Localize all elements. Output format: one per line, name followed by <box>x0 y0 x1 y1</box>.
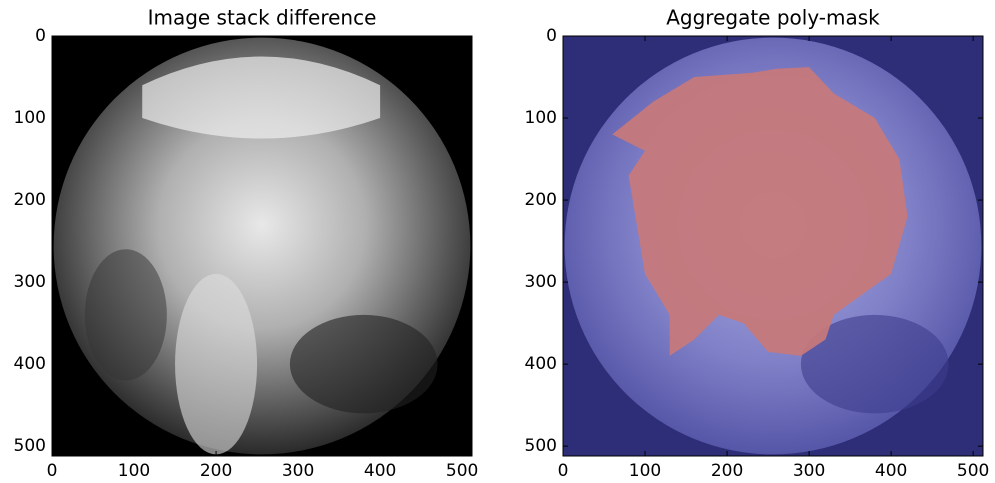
x-tick-label: 200 <box>200 461 232 481</box>
y-tick-label: 500 <box>14 436 46 456</box>
y-tick-label: 300 <box>14 272 46 292</box>
chart-title: Image stack difference <box>148 6 377 30</box>
x-tick-label: 100 <box>629 461 661 481</box>
y-tick-label: 200 <box>525 190 557 210</box>
y-tick-label: 300 <box>525 272 557 292</box>
y-tick-label: 400 <box>525 354 557 374</box>
y-tick-label: 400 <box>14 354 46 374</box>
x-tick-label: 400 <box>364 461 396 481</box>
x-tick-label: 500 <box>957 461 989 481</box>
y-tick-label: 500 <box>525 436 557 456</box>
chart-title: Aggregate poly-mask <box>666 6 880 30</box>
image <box>563 36 983 456</box>
x-tick-label: 400 <box>875 461 907 481</box>
x-tick-label: 500 <box>446 461 478 481</box>
y-tick-label: 0 <box>35 26 46 46</box>
x-tick-label: 200 <box>711 461 743 481</box>
x-tick-label: 300 <box>793 461 825 481</box>
y-tick-label: 100 <box>14 108 46 128</box>
y-tick-label: 0 <box>546 26 557 46</box>
y-tick-label: 100 <box>525 108 557 128</box>
y-tick-label: 200 <box>14 190 46 210</box>
x-tick-label: 0 <box>47 461 58 481</box>
x-tick-label: 100 <box>118 461 150 481</box>
x-tick-label: 300 <box>282 461 314 481</box>
image <box>52 36 472 456</box>
x-tick-label: 0 <box>558 461 569 481</box>
figure: Image stack difference010020030040050001… <box>0 0 995 483</box>
